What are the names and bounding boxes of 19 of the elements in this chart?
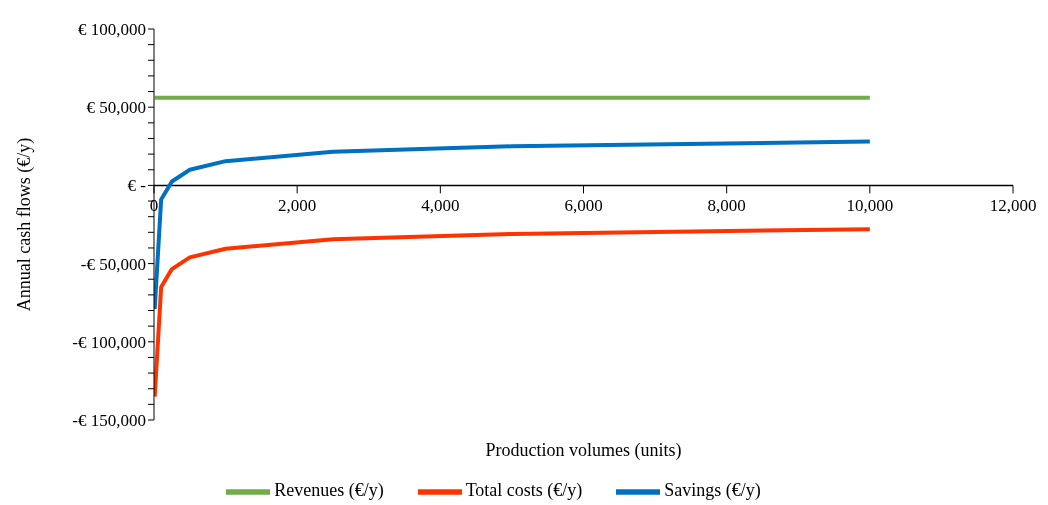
legend-label: Savings (€/y) <box>664 480 761 501</box>
y-tick-label: -€ 150,000 <box>72 411 146 431</box>
y-tick-label: € 100,000 <box>78 20 146 40</box>
x-axis-title: Production volumes (units) <box>485 440 682 461</box>
y-tick-label: € - <box>127 176 147 196</box>
line-series <box>154 227 872 399</box>
x-tick-label: 4,000 <box>421 196 460 216</box>
legend-label: Total costs (€/y) <box>465 480 583 501</box>
legend-label: Revenues (€/y) <box>274 480 384 501</box>
x-tick-label: 6,000 <box>564 196 603 216</box>
x-tick-label: 12,000 <box>989 196 1037 216</box>
x-tick-label: 0 <box>149 196 159 216</box>
x-tick-label: 10,000 <box>846 196 894 216</box>
y-tick-label: -€ 100,000 <box>72 332 146 352</box>
y-tick-label: € 50,000 <box>86 98 146 118</box>
x-tick-label: 2,000 <box>278 196 317 216</box>
x-tick-label: 8,000 <box>707 196 746 216</box>
y-axis-title: Annual cash flows (€/y) <box>14 137 36 312</box>
y-tick-label: -€ 50,000 <box>80 254 146 274</box>
